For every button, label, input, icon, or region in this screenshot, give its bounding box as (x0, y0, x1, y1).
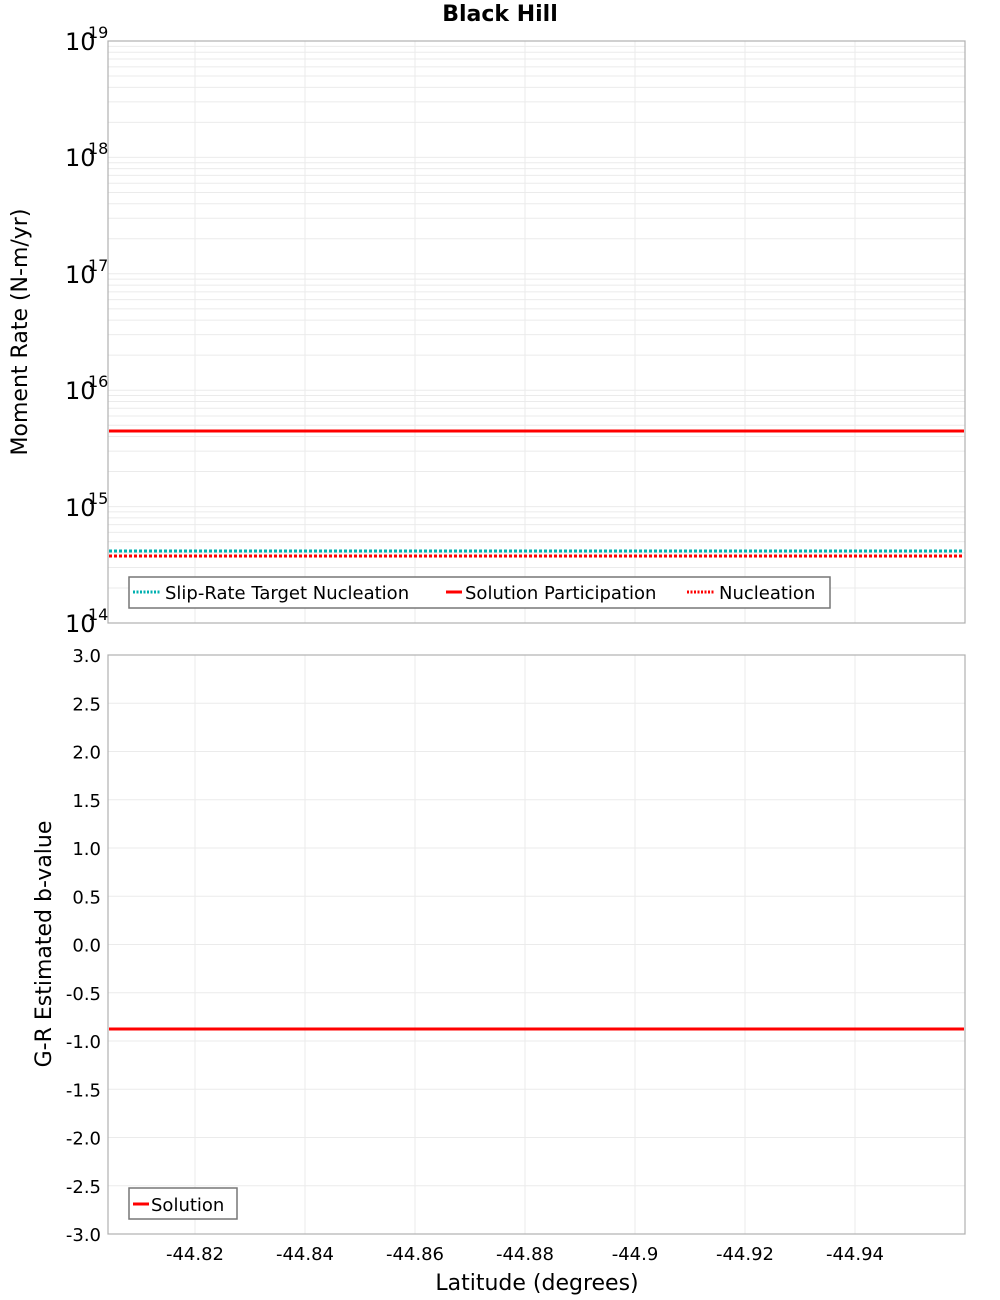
y-tick-label: 2.0 (72, 743, 101, 764)
bottom-y-axis-label: G-R Estimated b-value (32, 821, 57, 1068)
y-tick-label: -2.0 (66, 1129, 101, 1150)
x-axis-label: Latitude (degrees) (435, 1271, 638, 1296)
svg-text:18: 18 (88, 139, 108, 158)
y-tick-exp: 16 (88, 372, 108, 391)
y-tick-base: 10 (65, 610, 96, 638)
y-tick-exp: 19 (88, 23, 108, 42)
y-tick-label: -1.5 (66, 1080, 101, 1101)
svg-text:10: 10 (65, 610, 96, 638)
svg-text:10: 10 (65, 144, 96, 172)
y-tick-label: 2.5 (72, 694, 101, 715)
y-tick-base: 10 (65, 144, 96, 172)
svg-text:10: 10 (65, 494, 96, 522)
y-tick-label: 0.0 (72, 936, 101, 957)
svg-text:10: 10 (65, 261, 96, 289)
svg-text:15: 15 (88, 489, 108, 508)
svg-text:14: 14 (88, 605, 108, 624)
top-grid (108, 45, 965, 624)
bottom-plot: 3.0 2.5 2.0 1.5 1.0 0.5 0.0 -0.5 -1.0 -1.5 -2.0 -2.… (32, 646, 966, 1296)
top-y-axis-label: Moment Rate (N-m/yr) (8, 209, 33, 456)
svg-text:19: 19 (88, 23, 108, 42)
y-tick-label: 0.5 (72, 887, 101, 908)
y-tick-label: -0.5 (66, 984, 101, 1005)
y-tick-base: 10 (65, 494, 96, 522)
chart-title: Black Hill (442, 2, 558, 27)
y-tick-exp: 14 (88, 605, 108, 624)
legend-label-nucleation: Nucleation (719, 583, 815, 604)
legend-label-solution-participation: Solution Participation (465, 583, 656, 604)
y-tick-base: 10 (65, 28, 96, 56)
y-tick-exp: 15 (88, 489, 108, 508)
x-tick-label: -44.9 (612, 1244, 659, 1265)
y-tick-label: -3.0 (66, 1225, 101, 1246)
y-tick-base: 10 (65, 377, 96, 405)
y-tick-label: 1.5 (72, 791, 101, 812)
y-tick-label: -1.0 (66, 1032, 101, 1053)
bottom-y-ticks: 3.0 2.5 2.0 1.5 1.0 0.5 0.0 -0.5 -1.0 -1.5 -2.0 -2.… (66, 646, 101, 1246)
y-tick-label: -2.5 (66, 1177, 101, 1198)
svg-text:16: 16 (88, 372, 108, 391)
svg-text:10: 10 (65, 28, 96, 56)
y-tick-label: 3.0 (72, 646, 101, 667)
top-x-grid (194, 41, 856, 623)
y-tick-exp: 17 (88, 256, 108, 275)
legend-label-target: Slip-Rate Target Nucleation (165, 583, 409, 604)
x-tick-label: -44.88 (496, 1244, 554, 1265)
x-axis-ticks: -44.82 -44.84 -44.86 -44.88 -44.9 -44.92 -44.9… (166, 1244, 884, 1265)
top-plot: 10 19 10 18 10 17 10 16 10 15 10 14 Mome… (8, 23, 966, 638)
svg-text:17: 17 (88, 256, 108, 275)
x-tick-label: -44.82 (166, 1244, 224, 1265)
bottom-legend: Solution (128, 1187, 238, 1220)
x-tick-label: -44.92 (716, 1244, 774, 1265)
top-plot-frame (107, 40, 966, 624)
x-tick-label: -44.84 (276, 1244, 334, 1265)
y-tick-exp: 18 (88, 139, 108, 158)
x-tick-label: -44.94 (826, 1244, 884, 1265)
top-y-ticks: 10 19 10 18 10 17 10 16 10 15 10 14 (65, 23, 108, 638)
y-tick-label: 1.0 (72, 839, 101, 860)
y-tick-base: 10 (65, 261, 96, 289)
bottom-plot-frame (107, 654, 966, 1235)
svg-text:10: 10 (65, 377, 96, 405)
top-legend: Slip-Rate Target Nucleation Solution Par… (128, 576, 831, 609)
x-tick-label: -44.86 (386, 1244, 444, 1265)
legend-label-solution: Solution (151, 1195, 224, 1216)
